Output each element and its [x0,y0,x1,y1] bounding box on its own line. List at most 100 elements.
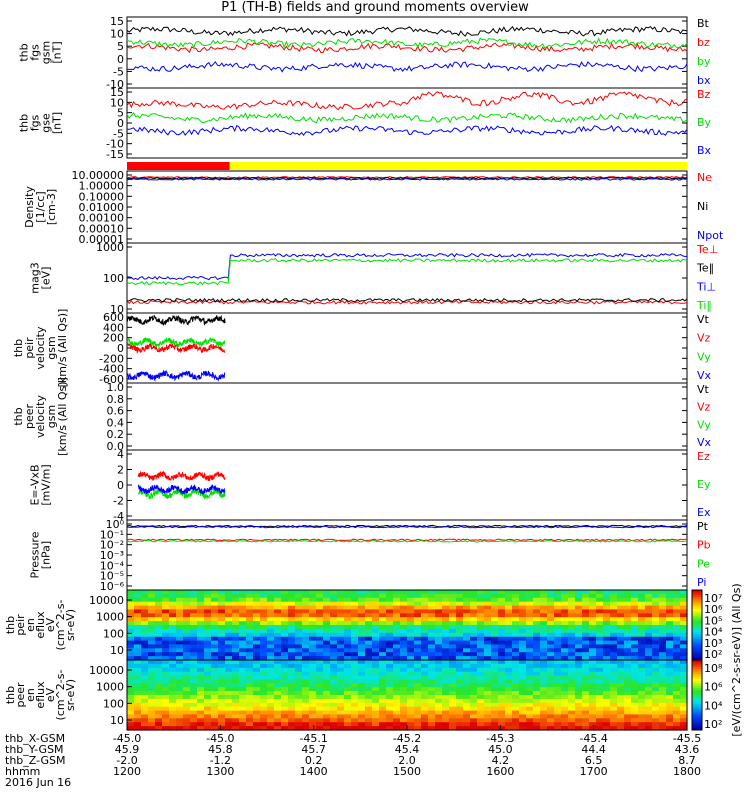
spectrogram-cell [568,667,576,673]
spectrogram-cell [162,605,170,611]
spectrogram-cell [400,656,408,661]
spectrogram-cell [400,718,408,723]
spectrogram-cell [204,605,212,611]
spectrogram-cell [652,617,660,622]
spectrogram-cell [554,609,562,614]
spectrogram-cell [218,675,226,681]
spectrogram-cell [463,687,471,692]
spectrogram-cell [204,613,212,618]
spectrogram-cell [211,698,219,704]
spectrogram-cell [610,695,618,700]
spectrogram-cell [512,698,520,704]
spectrogram-cell [155,656,163,661]
spectrogram-cell [610,648,618,653]
spectrogram-cell [169,632,177,638]
spectrogram-cell [568,679,576,684]
spectrogram-cell [295,714,303,719]
spectrogram-cell [491,617,499,622]
spectrogram-cell [561,714,569,719]
spectrogram-cell [484,656,492,661]
spectrogram-cell [428,648,436,653]
spectrogram-cell [561,710,569,716]
y-tick-label: -5 [113,127,124,140]
spectrogram-cell [617,714,625,719]
spectrogram-cell [225,640,233,646]
spectrogram-cell [127,687,135,692]
spectrogram-cell [589,632,597,638]
spectrogram-cell [680,679,688,684]
spectrogram-cell [393,722,401,727]
legend-entry: Pt [697,520,709,533]
spectrogram-cell [204,597,212,603]
spectrogram-cell [554,652,562,657]
spectrogram-cell [610,652,618,657]
spectrogram-cell [463,601,471,607]
spectrogram-cell [260,640,268,646]
spectrogram-cell [218,683,226,688]
spectrogram-cell [379,702,387,708]
spectrogram-cell [295,698,303,704]
spectrogram-cell [666,593,674,599]
spectrogram-cell [302,632,310,638]
spectrogram-cell [484,652,492,657]
spectrogram-cell [659,687,667,692]
spectrogram-cell [680,702,688,708]
spectrogram-cell [603,593,611,599]
spectrogram-cell [225,593,233,599]
spectrogram-cell [652,695,660,700]
spectrogram-cell [365,702,373,708]
spectrogram-cell [365,691,373,696]
spectrogram-cell [330,617,338,622]
colorbar-cell [692,629,702,633]
spectrogram-cell [183,621,191,626]
spectrogram-cell [169,601,177,607]
spectrogram-cell [274,663,282,669]
spectrogram-cell [526,621,534,626]
spectrogram-cell [407,718,415,723]
y-axis-label-line: thb [18,114,31,132]
spectrogram-cell [281,702,289,708]
spectrogram-cell [183,702,191,708]
spectrogram-cell [232,718,240,723]
spectrogram-cell [281,671,289,677]
series-line-Te‖ [126,297,688,303]
spectrogram-cell [316,617,324,622]
spectrogram-cell [512,621,520,626]
spectrogram-cell [624,702,632,708]
spectrogram-cell [505,640,513,646]
legend-entry: Vy [697,418,711,431]
spectrogram-cell [260,714,268,719]
spectrogram-cell [561,625,569,630]
spectrogram-cell [631,698,639,704]
spectrogram-cell [365,718,373,723]
spectrogram-cell [232,683,240,688]
spectrogram-cell [309,679,317,684]
spectrogram-cell [610,621,618,626]
spectrogram-cell [274,648,282,653]
spectrogram-cell [169,726,177,731]
spectrogram-cell [540,691,548,696]
spectrogram-cell [274,691,282,696]
spectrogram-cell [344,667,352,673]
legend-entry: Ni [697,200,708,213]
spectrogram-cell [323,683,331,688]
spectrogram-cell [582,593,590,599]
spectrogram-cell [281,597,289,603]
spectrogram-cell [442,652,450,657]
spectrogram-cell [155,687,163,692]
spectrogram-cell [393,648,401,653]
spectrogram-cell [680,605,688,611]
panel-frame [126,519,688,591]
spectrogram-cell [582,671,590,677]
spectrogram-cell [638,640,646,646]
spectrogram-cell [554,590,562,595]
spectrogram-cell [659,590,667,595]
spectrogram-cell [330,722,338,727]
spectrogram-cell [435,710,443,716]
spectrogram-cell [330,609,338,614]
spectrogram-cell [505,722,513,727]
spectrogram-cell [190,621,198,626]
spectrogram-cell [225,613,233,618]
